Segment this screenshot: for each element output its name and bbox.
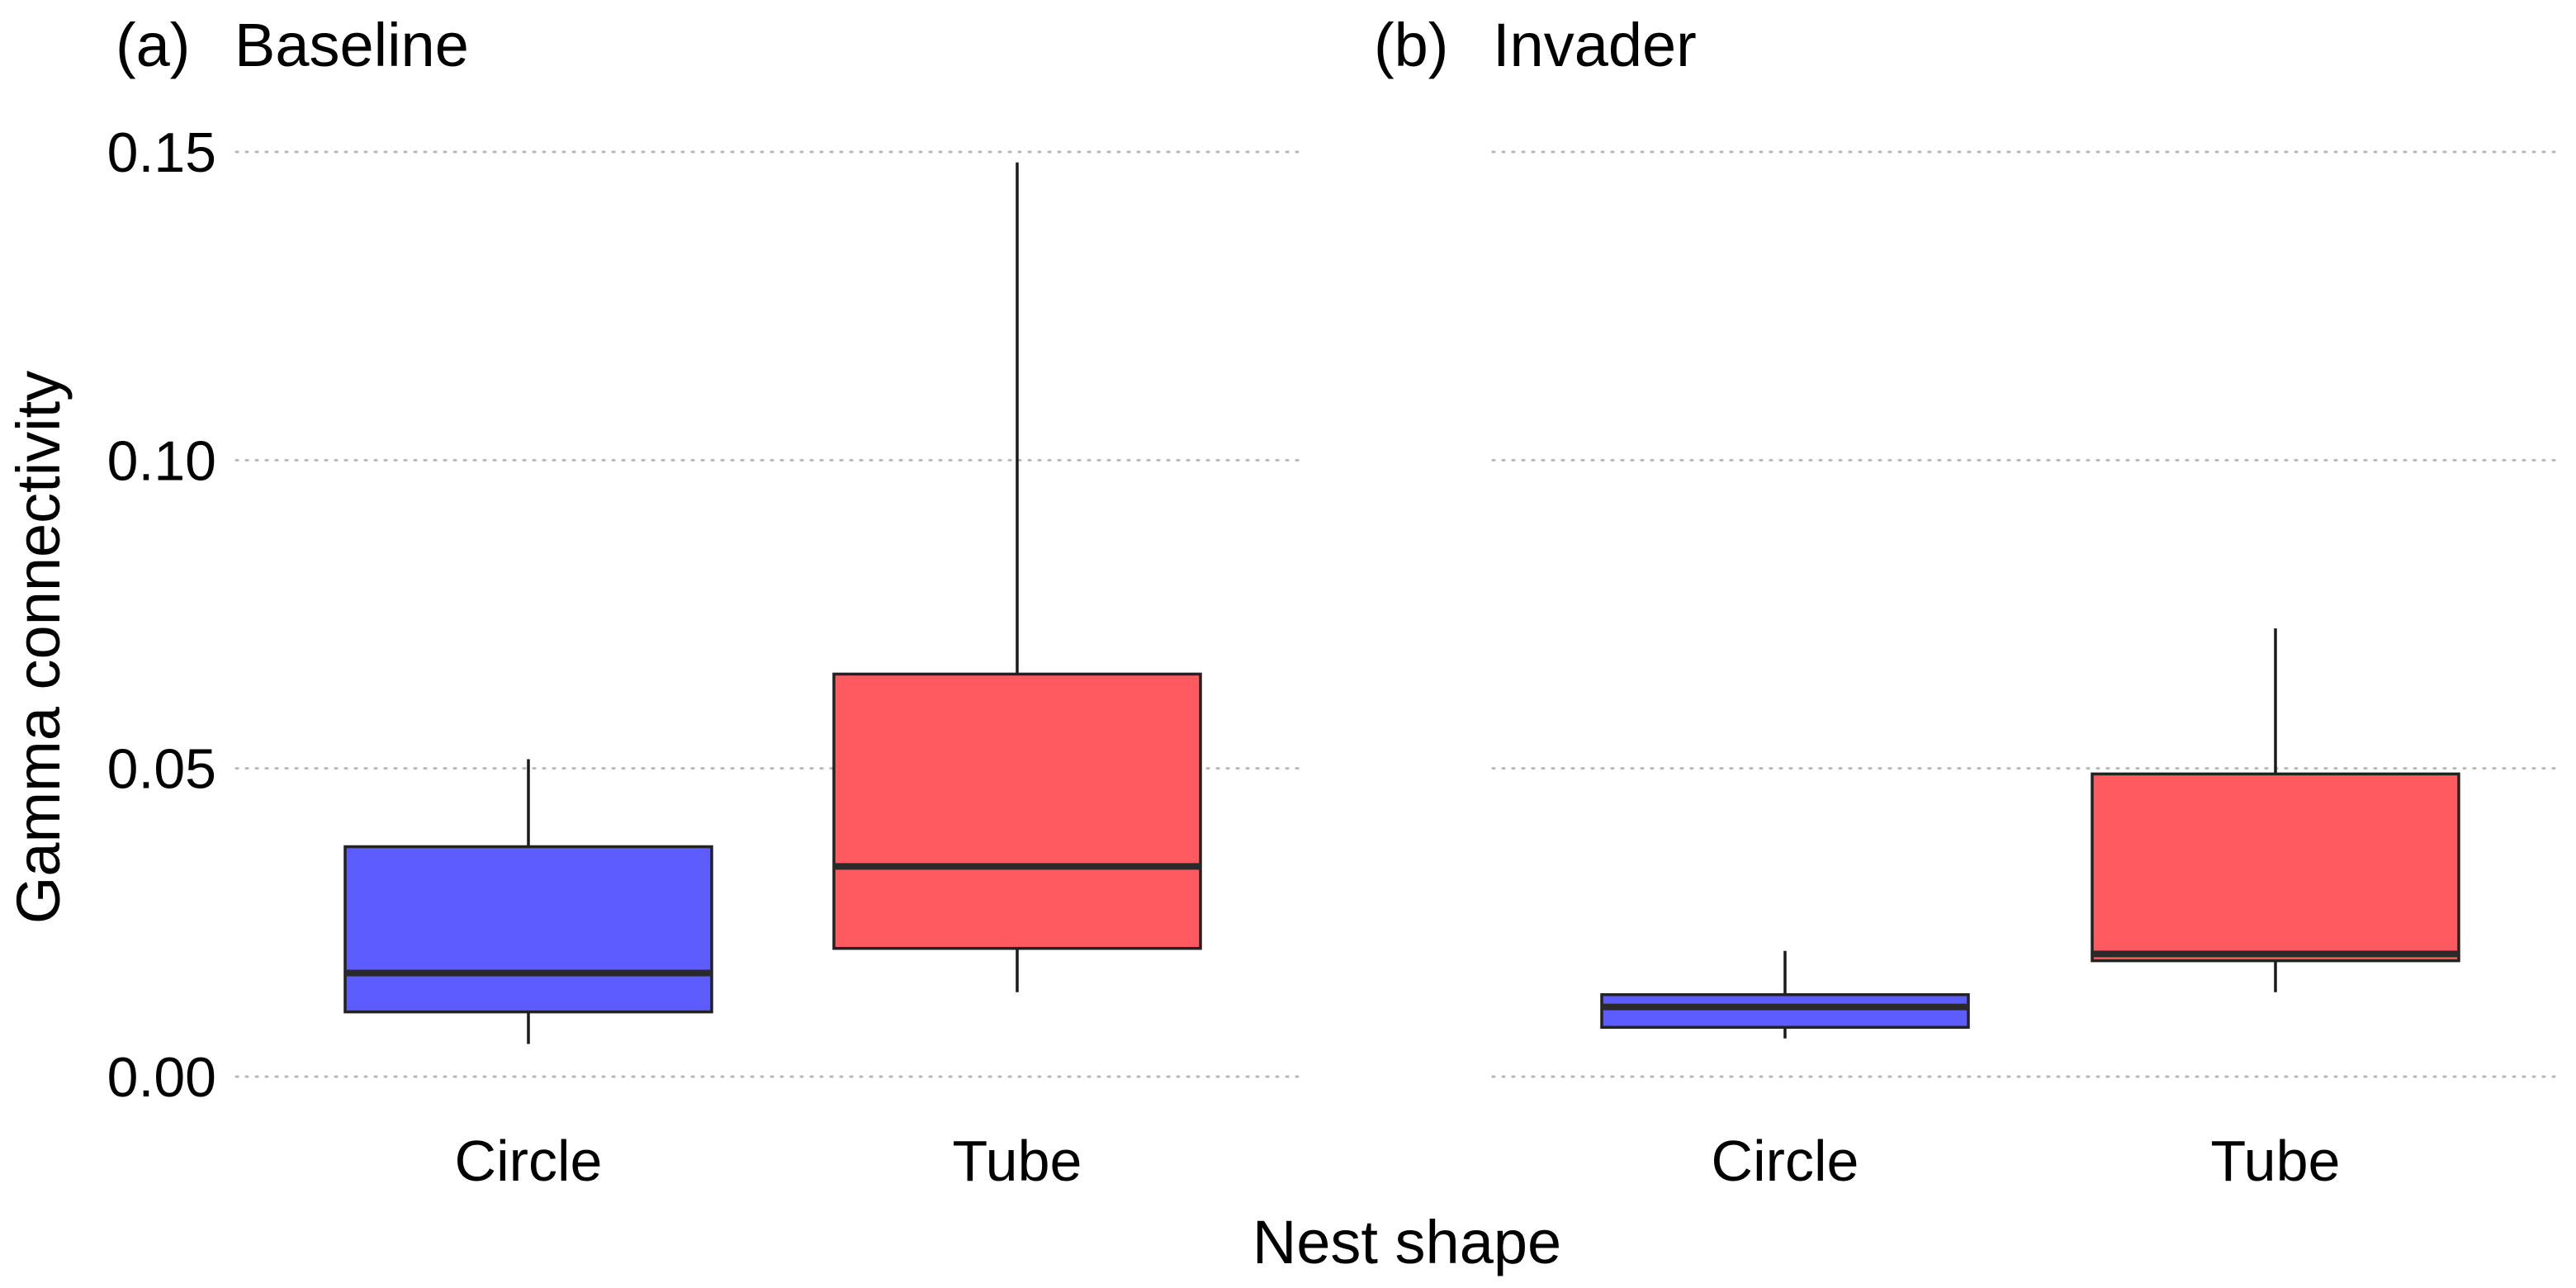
- x-tick-label: Circle: [455, 1129, 603, 1193]
- box-tube: [2091, 628, 2460, 992]
- y-tick-label: 0.10: [107, 429, 216, 492]
- x-tick-label: Tube: [953, 1129, 1082, 1193]
- panel-title: Invader: [1493, 11, 1697, 79]
- panel-invader: (b) Invader Circle Tube: [1374, 11, 2460, 1193]
- y-tick-labels: 0.00 0.05 0.10 0.15: [107, 121, 216, 1109]
- panel-tag: (a): [116, 11, 190, 79]
- y-tick-label: 0.00: [107, 1046, 216, 1109]
- y-tick-label: 0.15: [107, 121, 216, 184]
- panels: (a) Baseline Circle Tube (b) Invader Circle Tub…: [116, 11, 2460, 1193]
- x-tick-label: Circle: [1712, 1129, 1859, 1193]
- box-iqr: [1600, 992, 1970, 1030]
- box-tube: [832, 162, 1202, 992]
- panel-tag: (b): [1374, 11, 1448, 79]
- panel-title: Baseline: [234, 11, 469, 79]
- grid-layer: [234, 150, 2561, 1078]
- x-axis-label: Nest shape: [1252, 1208, 1561, 1276]
- y-tick-label: 0.05: [107, 738, 216, 801]
- box-iqr: [2091, 772, 2460, 963]
- box-iqr: [343, 845, 713, 1014]
- box-circle: [343, 759, 713, 1044]
- box-circle: [1600, 950, 1970, 1039]
- x-tick-label: Tube: [2211, 1129, 2341, 1193]
- box-iqr: [832, 672, 1202, 950]
- y-axis-label: Gamma connectivity: [4, 371, 73, 924]
- panel-baseline: (a) Baseline Circle Tube: [116, 11, 1202, 1193]
